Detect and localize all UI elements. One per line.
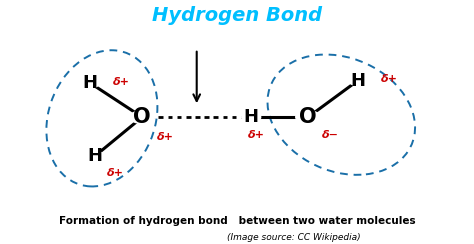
Text: (Image source: CC Wikipedia): (Image source: CC Wikipedia) (227, 234, 361, 242)
Text: δ+: δ+ (107, 168, 124, 178)
Text: δ+: δ+ (247, 131, 264, 140)
Circle shape (242, 112, 261, 122)
Circle shape (85, 151, 104, 161)
Text: H: H (350, 71, 365, 90)
Text: H: H (87, 147, 102, 165)
Text: Formation of hydrogen bond   between two water molecules: Formation of hydrogen bond between two w… (59, 216, 415, 226)
Text: δ+: δ+ (156, 132, 173, 142)
Circle shape (296, 111, 320, 123)
Text: δ+: δ+ (113, 77, 130, 87)
Text: O: O (133, 107, 151, 127)
Text: Hydrogen Bond: Hydrogen Bond (152, 6, 322, 25)
Circle shape (348, 76, 367, 85)
Circle shape (130, 111, 155, 123)
Text: O: O (299, 107, 317, 127)
Text: δ−: δ− (322, 131, 339, 140)
Text: H: H (82, 74, 98, 92)
Text: δ+: δ+ (381, 74, 398, 84)
Circle shape (81, 78, 100, 88)
Text: H: H (244, 108, 259, 126)
